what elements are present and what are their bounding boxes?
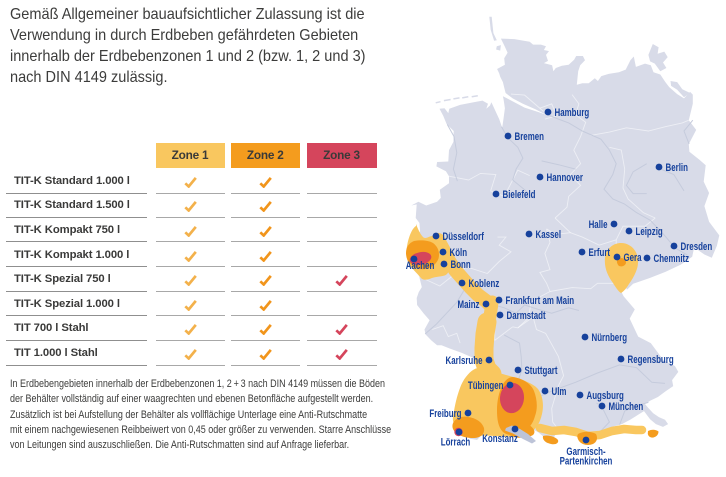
svg-text:Hannover: Hannover <box>547 172 584 185</box>
svg-text:Tübingen: Tübingen <box>468 380 504 393</box>
svg-text:Leipzig: Leipzig <box>636 226 663 239</box>
svg-text:Dresden: Dresden <box>681 241 713 254</box>
svg-text:Kassel: Kassel <box>536 229 562 242</box>
svg-text:Stuttgart: Stuttgart <box>525 365 559 378</box>
svg-text:Mainz: Mainz <box>458 299 480 312</box>
svg-text:Lörrach: Lörrach <box>441 436 471 449</box>
svg-text:Partenkirchen: Partenkirchen <box>560 455 613 468</box>
svg-text:Düsseldorf: Düsseldorf <box>443 231 485 244</box>
svg-text:Gera: Gera <box>624 252 643 265</box>
svg-text:Aachen: Aachen <box>406 260 435 273</box>
svg-text:Garmisch-: Garmisch- <box>566 446 605 459</box>
svg-text:Ulm: Ulm <box>552 386 567 399</box>
svg-text:Bremen: Bremen <box>515 131 545 144</box>
svg-text:Regensburg: Regensburg <box>628 354 674 367</box>
svg-text:Karlsruhe: Karlsruhe <box>446 355 483 368</box>
svg-text:Frankfurt am Main: Frankfurt am Main <box>506 295 575 308</box>
svg-text:Köln: Köln <box>450 247 468 260</box>
svg-text:Darmstadt: Darmstadt <box>507 310 547 323</box>
svg-text:Freiburg: Freiburg <box>429 408 461 421</box>
svg-text:Halle: Halle <box>589 219 608 232</box>
svg-text:Konstanz: Konstanz <box>482 433 518 446</box>
svg-text:Augsburg: Augsburg <box>587 390 624 403</box>
svg-text:Nürnberg: Nürnberg <box>592 332 628 345</box>
svg-text:Chemnitz: Chemnitz <box>654 253 690 266</box>
svg-text:Hamburg: Hamburg <box>555 107 590 120</box>
svg-text:München: München <box>609 401 644 414</box>
svg-text:Bonn: Bonn <box>451 259 471 272</box>
svg-text:Erfurt: Erfurt <box>589 247 611 260</box>
svg-text:Koblenz: Koblenz <box>469 278 500 291</box>
svg-text:Bielefeld: Bielefeld <box>503 189 536 202</box>
svg-text:Berlin: Berlin <box>666 162 689 175</box>
